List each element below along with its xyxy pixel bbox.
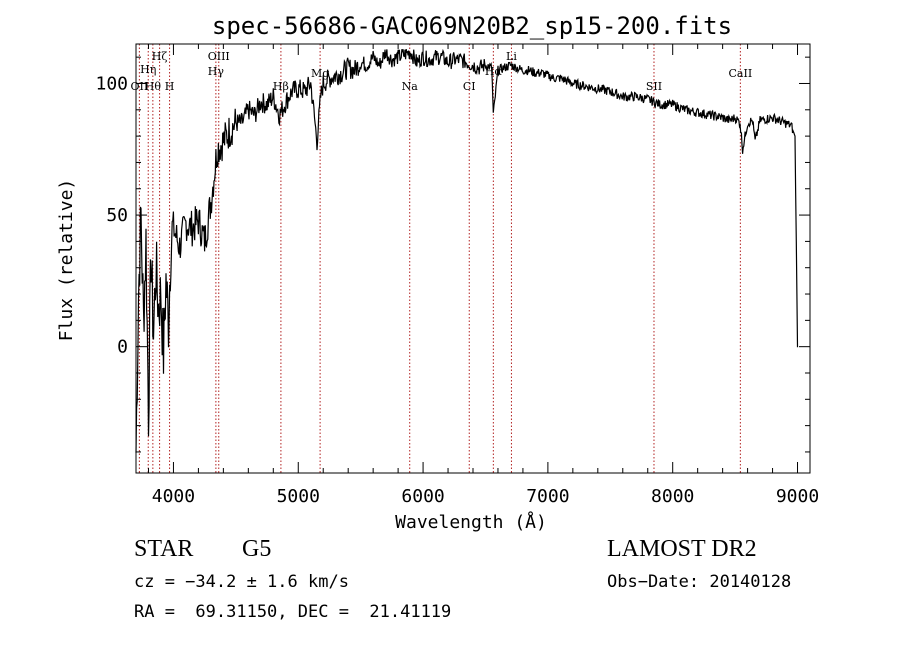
axis-tick-labels: 4000 5000 6000 7000 8000 9000 0 50 100 [95, 73, 819, 507]
x-tick-label: 5000 [277, 486, 320, 507]
spectral-line-label: Na [402, 80, 419, 93]
spectral-line-label: Hζ [152, 50, 168, 63]
y-axis-label: Flux (relative) [56, 179, 77, 342]
x-tick-label: 9000 [776, 486, 819, 507]
x-tick-label: 7000 [526, 486, 569, 507]
spectral-line-label: CaII [729, 67, 753, 80]
spectral-line-label: CI [463, 80, 476, 93]
coordinates: RA = 69.31150, DEC = 21.41119 [134, 602, 452, 622]
y-tick-label: 100 [95, 73, 128, 94]
spectral-line-label: Hθ [145, 80, 162, 93]
spectral-line-label: Hγ [208, 65, 225, 78]
x-axis-label: Wavelength (Å) [395, 511, 547, 533]
spectral-line-label: SII [646, 80, 662, 93]
y-tick-label: 50 [106, 205, 128, 226]
chart-title: spec-56686-GAC069N20B2_sp15-200.fits [212, 12, 732, 40]
spectral-line-label: Hη [140, 63, 156, 76]
axis-ticks [136, 44, 810, 473]
object-subclass: G5 [242, 536, 272, 562]
spectral-line-label: Li [506, 50, 517, 63]
spectral-lines [138, 44, 741, 473]
survey-name: LAMOST DR2 [607, 536, 757, 562]
spectral-line-label: Hβ [273, 80, 289, 93]
y-tick-label: 0 [117, 337, 128, 358]
redshift-velocity: cz = −34.2 ± 1.6 km/s [134, 572, 349, 592]
spectral-line-label: OIII [208, 50, 230, 63]
spectral-line-label: H [165, 80, 175, 93]
x-tick-label: 4000 [152, 486, 195, 507]
plot-frame [135, 43, 811, 474]
spectrum-series-line [135, 48, 799, 453]
observation-date: Obs−Date: 20140128 [607, 572, 792, 592]
spectral-line-label: Mg [311, 67, 329, 80]
x-tick-label: 8000 [651, 486, 694, 507]
object-class: STAR [134, 536, 194, 562]
x-tick-label: 6000 [401, 486, 444, 507]
